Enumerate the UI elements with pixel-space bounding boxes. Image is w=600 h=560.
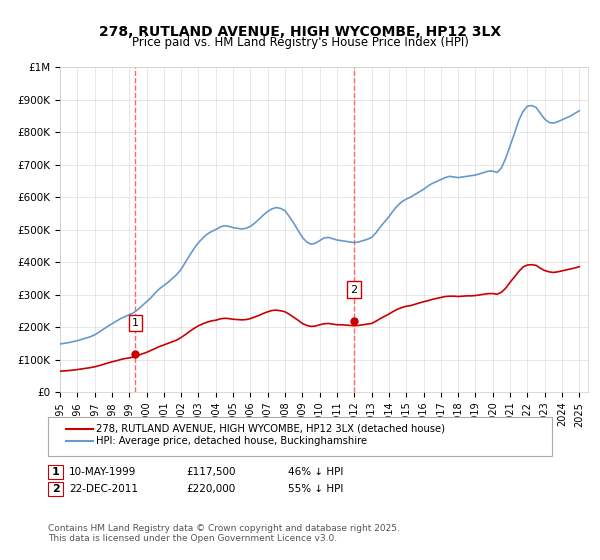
Text: 46% ↓ HPI: 46% ↓ HPI	[288, 467, 343, 477]
Text: 2: 2	[52, 484, 59, 493]
Text: Contains HM Land Registry data © Crown copyright and database right 2025.
This d: Contains HM Land Registry data © Crown c…	[48, 524, 400, 543]
Text: HPI: Average price, detached house, Buckinghamshire: HPI: Average price, detached house, Buck…	[96, 436, 367, 446]
Text: 2: 2	[350, 284, 358, 295]
Text: 22-DEC-2011: 22-DEC-2011	[69, 484, 138, 493]
Text: 278, RUTLAND AVENUE, HIGH WYCOMBE, HP12 3LX (detached house): 278, RUTLAND AVENUE, HIGH WYCOMBE, HP12 …	[96, 424, 445, 434]
Text: 10-MAY-1999: 10-MAY-1999	[69, 467, 136, 477]
Text: 278, RUTLAND AVENUE, HIGH WYCOMBE, HP12 3LX: 278, RUTLAND AVENUE, HIGH WYCOMBE, HP12 …	[99, 25, 501, 39]
Text: Price paid vs. HM Land Registry's House Price Index (HPI): Price paid vs. HM Land Registry's House …	[131, 36, 469, 49]
Text: £220,000: £220,000	[186, 484, 235, 493]
Text: 55% ↓ HPI: 55% ↓ HPI	[288, 484, 343, 493]
Text: £117,500: £117,500	[186, 467, 235, 477]
Text: 1: 1	[52, 467, 59, 477]
Text: 1: 1	[132, 318, 139, 328]
